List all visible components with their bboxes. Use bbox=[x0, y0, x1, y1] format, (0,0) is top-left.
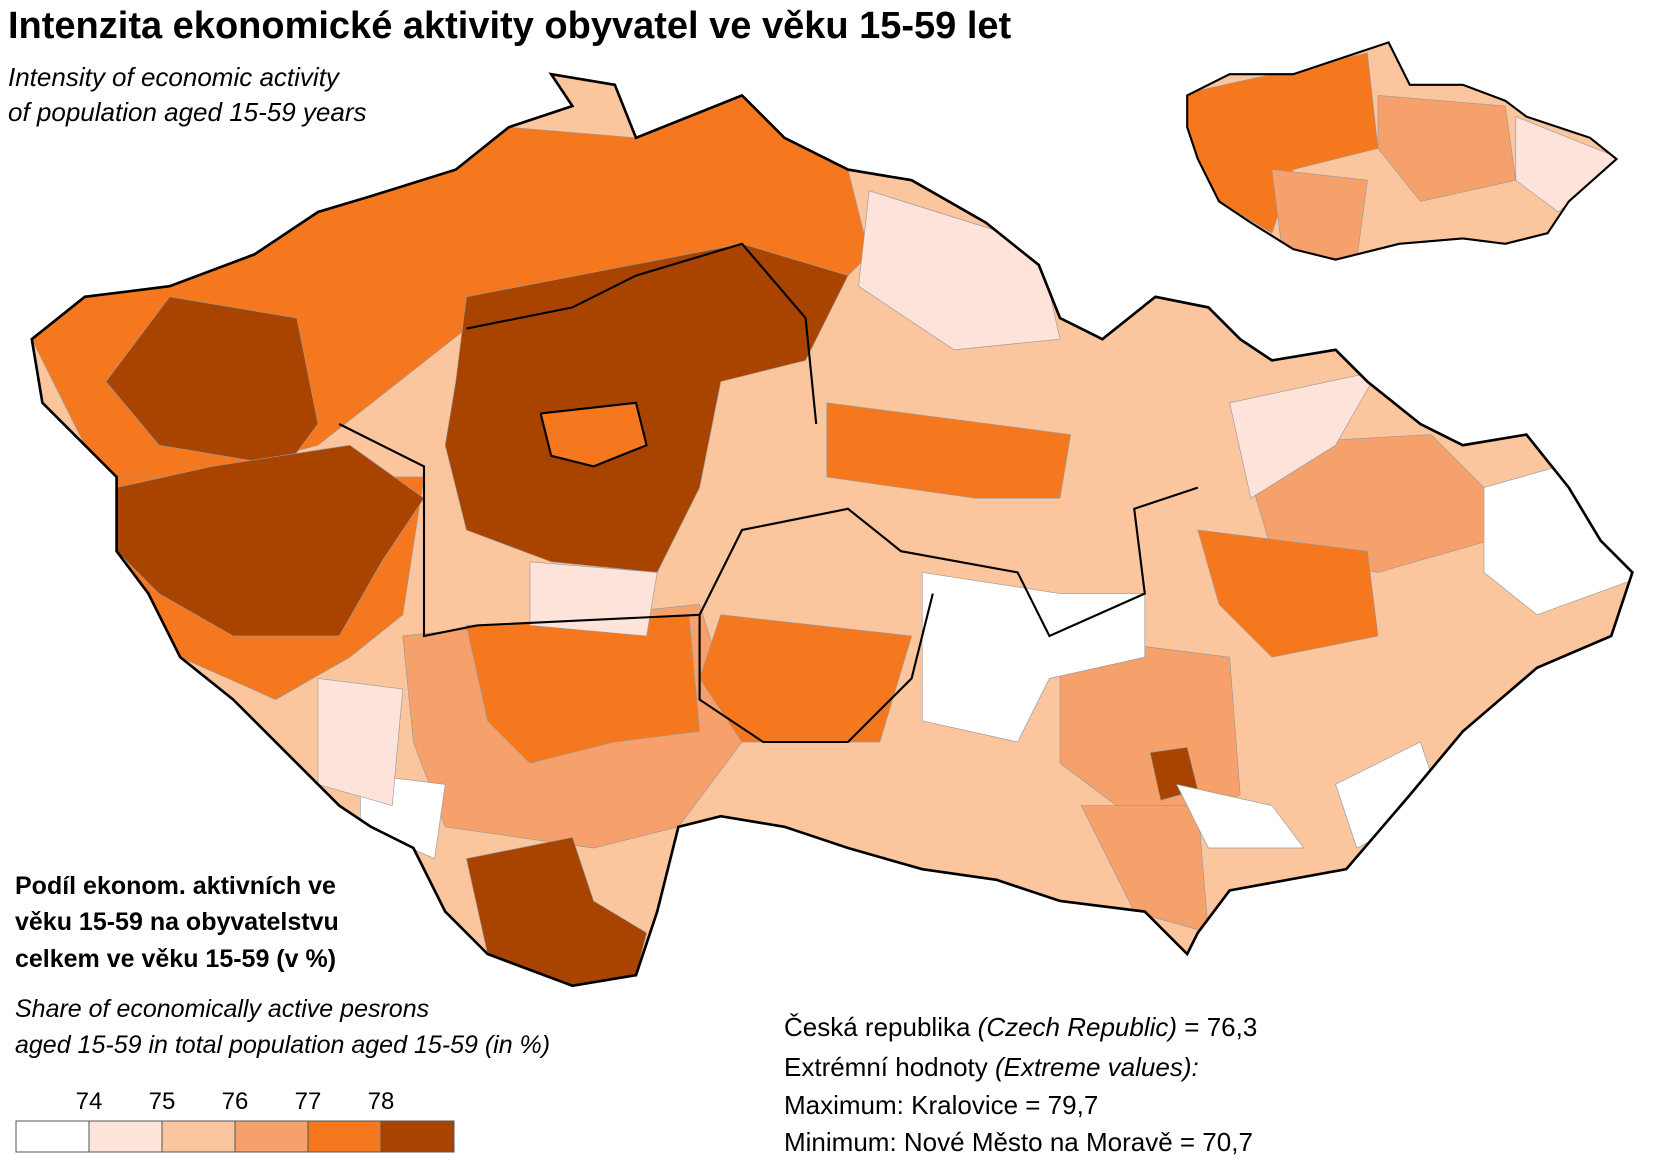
title: Intenzita ekonomické aktivity obyvatel v… bbox=[8, 5, 1012, 47]
region bbox=[317, 678, 404, 807]
legend-title: celkem ve věku 15-59 (v %) bbox=[15, 945, 336, 973]
region bbox=[1483, 466, 1633, 616]
legend-break-label: 77 bbox=[295, 1088, 322, 1115]
legend-break-label: 74 bbox=[76, 1088, 103, 1115]
region bbox=[921, 572, 1146, 743]
legend-swatch bbox=[88, 1120, 163, 1153]
region-border bbox=[698, 593, 934, 744]
region bbox=[1239, 434, 1528, 573]
inset-regions bbox=[1187, 42, 1617, 260]
national-value: Česká republika (Czech Republic) = 76,3 bbox=[784, 1012, 1257, 1042]
region bbox=[699, 614, 913, 743]
subtitle: of population aged 15-59 years bbox=[8, 97, 367, 127]
region-border bbox=[466, 242, 818, 425]
legend-break-label: 76 bbox=[222, 1088, 249, 1115]
minimum: Minimum: Nové Město na Moravě = 70,7 bbox=[784, 1127, 1253, 1157]
legend-title: Podíl ekonom. aktivních ve bbox=[15, 872, 336, 900]
text: = 76,3 bbox=[1177, 1012, 1257, 1042]
region bbox=[1229, 370, 1379, 499]
region bbox=[1197, 529, 1379, 658]
legend-break-label: 75 bbox=[149, 1088, 176, 1115]
legend-swatch bbox=[15, 1120, 90, 1153]
legend: 74 75 76 77 78 bbox=[15, 1088, 455, 1153]
extremes-heading: Extrémní hodnoty (Extreme values): bbox=[784, 1052, 1199, 1082]
legend-swatch bbox=[307, 1120, 382, 1153]
legend-swatch bbox=[380, 1120, 455, 1153]
map bbox=[30, 41, 1634, 988]
subtitle: Intensity of economic activity bbox=[8, 62, 341, 92]
text: Extrémní hodnoty bbox=[784, 1052, 995, 1082]
region bbox=[826, 402, 1071, 499]
region bbox=[529, 561, 658, 637]
text: (Extreme values): bbox=[995, 1052, 1199, 1082]
legend-subtitle: Share of economically active pesrons bbox=[15, 995, 429, 1023]
region-border bbox=[338, 423, 1199, 638]
maximum: Maximum: Kralovice = 79,7 bbox=[784, 1090, 1098, 1120]
region bbox=[1515, 116, 1617, 213]
legend-subtitle: aged 15-59 in total population aged 15-5… bbox=[15, 1031, 550, 1059]
inset-border bbox=[1186, 41, 1619, 261]
region bbox=[1271, 169, 1368, 260]
legend-break-label: 78 bbox=[368, 1088, 395, 1115]
region bbox=[1176, 783, 1305, 849]
region bbox=[116, 444, 425, 637]
legend-title: věku 15-59 na obyvatelstvu bbox=[15, 908, 339, 936]
legend-swatch bbox=[234, 1120, 309, 1153]
legend-swatch bbox=[161, 1120, 236, 1153]
text: Česká republika bbox=[784, 1012, 978, 1042]
region bbox=[1377, 95, 1517, 202]
text: (Czech Republic) bbox=[978, 1012, 1177, 1042]
region bbox=[444, 243, 849, 573]
region-border bbox=[539, 401, 648, 468]
